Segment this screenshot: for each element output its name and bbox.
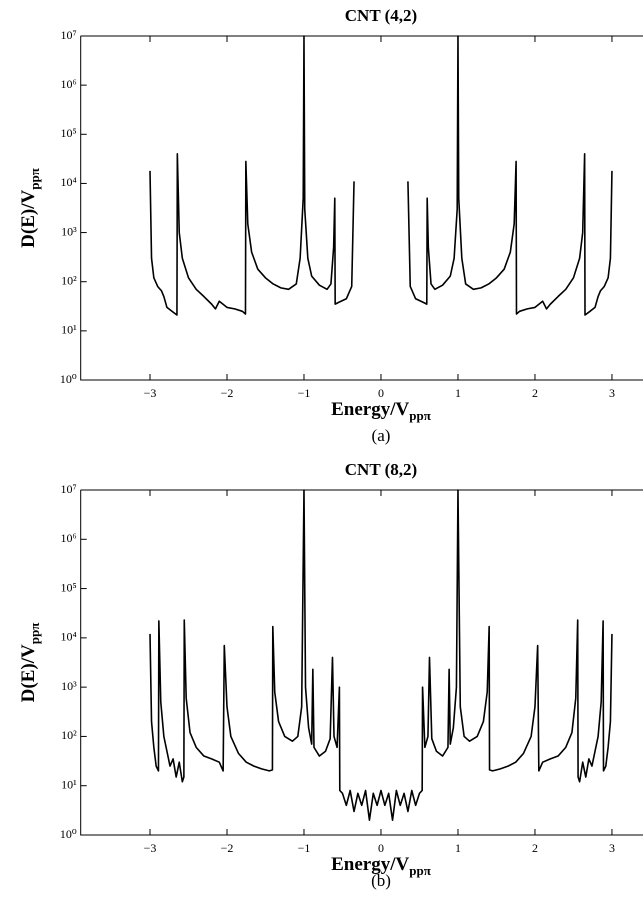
y-tick-label: 10⁴ — [61, 175, 77, 189]
y-tick-label: 10⁵ — [61, 126, 77, 140]
y-tick-label: 10⁵ — [61, 580, 77, 594]
y-tick-label: 10⁷ — [61, 28, 77, 42]
x-tick-label: 3 — [609, 841, 615, 855]
y-tick-label: 10⁰ — [60, 372, 77, 386]
axis-frame — [80, 489, 643, 836]
x-axis-label: Energy/Vppπ — [331, 854, 431, 878]
y-axis-label-sub: ppπ — [27, 623, 42, 645]
x-axis-label-main: Energy/V — [331, 854, 409, 875]
axis-frame — [80, 35, 643, 381]
y-axis-label: D(E)/Vppπ — [18, 623, 42, 703]
dos-line — [149, 489, 613, 821]
x-tick-label: 2 — [532, 841, 538, 855]
x-axis-label-sub: ppπ — [409, 408, 431, 423]
y-tick-label: 10⁶ — [61, 531, 77, 545]
y-tick-label: 10³ — [61, 224, 77, 238]
chart-title: CNT (4,2) — [345, 6, 417, 25]
y-axis-label: D(E)/Vppπ — [18, 168, 42, 248]
x-tick-label: 3 — [609, 386, 615, 400]
caption: (b) — [371, 871, 391, 890]
x-tick-label: 0 — [378, 841, 384, 855]
y-tick-label: 10¹ — [61, 323, 77, 337]
x-tick-label: −3 — [144, 386, 157, 400]
x-tick-label: 1 — [455, 386, 461, 400]
y-tick-label: 10¹ — [61, 777, 77, 791]
x-axis-label: Energy/Vppπ — [331, 399, 431, 423]
x-axis-label-main: Energy/V — [331, 399, 409, 420]
y-tick-label: 10⁰ — [60, 827, 77, 841]
x-axis-label-sub: ppπ — [409, 863, 431, 878]
y-tick-label: 10² — [61, 273, 77, 287]
dos-line — [149, 35, 613, 316]
y-tick-label: 10⁴ — [61, 630, 77, 644]
y-axis-label-main: D(E)/V — [18, 190, 39, 248]
y-axis-label-sub: ppπ — [27, 168, 42, 190]
x-tick-label: −1 — [298, 841, 311, 855]
x-tick-label: 1 — [455, 841, 461, 855]
x-tick-label: 0 — [378, 386, 384, 400]
caption: (a) — [372, 426, 391, 445]
x-tick-label: −3 — [144, 841, 157, 855]
x-tick-label: 2 — [532, 386, 538, 400]
x-tick-label: −2 — [221, 841, 234, 855]
x-tick-label: −1 — [298, 386, 311, 400]
chart-title: CNT (8,2) — [345, 460, 417, 479]
y-tick-label: 10⁶ — [61, 77, 77, 91]
y-tick-label: 10² — [61, 728, 77, 742]
y-tick-label: 10³ — [61, 679, 77, 693]
y-axis-label-main: D(E)/V — [18, 644, 39, 702]
x-tick-label: −2 — [221, 386, 234, 400]
y-tick-label: 10⁷ — [61, 482, 77, 496]
